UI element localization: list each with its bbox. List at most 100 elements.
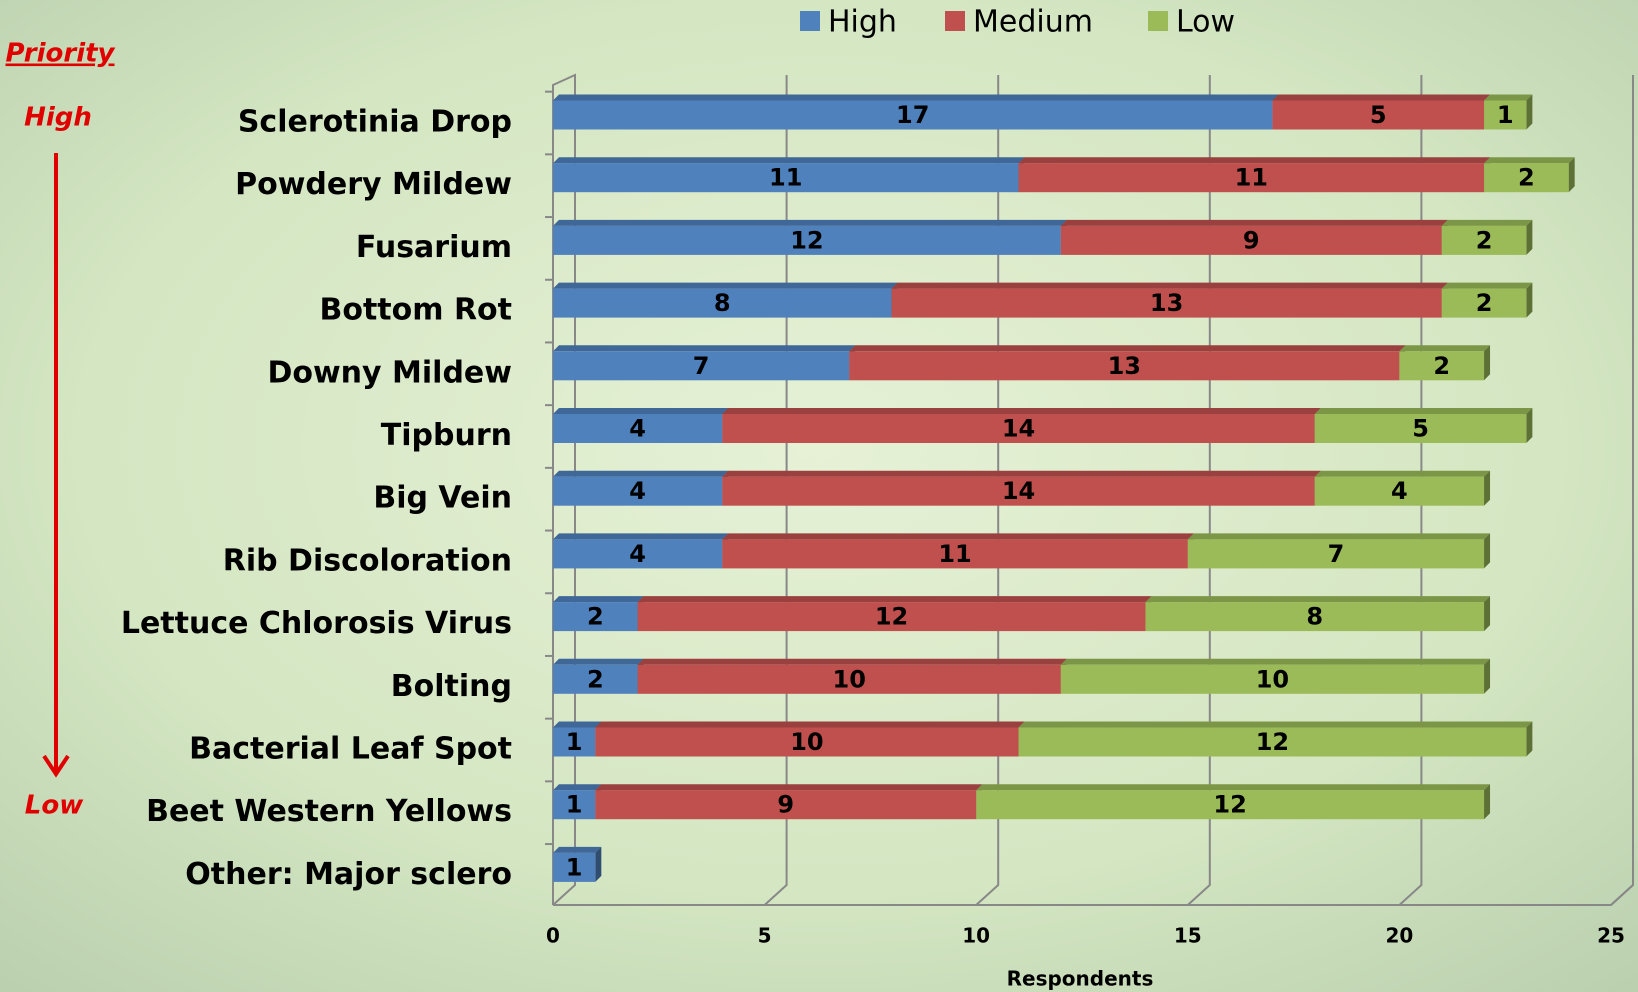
low-label: Low xyxy=(25,791,84,821)
bar-top xyxy=(553,533,728,539)
data-label: 1 xyxy=(566,728,583,756)
y-tick-label: Bacterial Leaf Spot xyxy=(189,732,512,767)
data-label: 5 xyxy=(1370,101,1387,129)
data-label: 12 xyxy=(875,603,908,631)
legend-swatch xyxy=(800,11,820,31)
bar-side xyxy=(595,847,601,882)
bar-top xyxy=(1315,408,1533,414)
x-tick-label: 5 xyxy=(758,924,772,948)
legend-label: Low xyxy=(1176,5,1235,40)
data-label: 17 xyxy=(896,101,929,129)
bar-top xyxy=(1484,95,1532,101)
data-label: 14 xyxy=(1002,477,1035,505)
bar-side xyxy=(1484,345,1490,380)
data-label: 4 xyxy=(629,540,646,568)
bar-side xyxy=(1484,784,1490,819)
x-tick-label: 0 xyxy=(546,924,560,948)
bar-side xyxy=(1484,596,1490,631)
bar-top xyxy=(553,95,1278,101)
bar-top xyxy=(553,659,644,665)
y-tick-label: Other: Major sclero xyxy=(185,857,512,892)
bar-top xyxy=(553,847,601,853)
data-label: 2 xyxy=(1476,226,1493,254)
bar-side xyxy=(1484,533,1490,568)
legend-label: Medium xyxy=(973,5,1093,40)
data-label: 1 xyxy=(566,853,583,881)
bar-top xyxy=(892,283,1448,289)
priority-label: Priority xyxy=(6,39,116,69)
x-tick-label: 25 xyxy=(1597,924,1625,948)
data-label: 10 xyxy=(833,665,866,693)
legend-label: High xyxy=(828,5,897,40)
bar-top xyxy=(722,408,1320,414)
bar-top xyxy=(1442,220,1533,226)
bar-top xyxy=(722,471,1320,477)
bar-top xyxy=(1399,345,1490,351)
bar-top xyxy=(1272,95,1490,101)
y-tick-label: Sclerotinia Drop xyxy=(238,105,512,140)
data-label: 11 xyxy=(769,164,802,192)
y-tick-label: Lettuce Chlorosis Virus xyxy=(121,606,512,641)
bar-top xyxy=(595,722,1024,728)
high-label: High xyxy=(24,103,92,133)
y-tick-label: Rib Discoloration xyxy=(223,543,512,578)
x-tick-label: 15 xyxy=(1174,924,1202,948)
y-tick-label: Bolting xyxy=(391,669,512,704)
data-label: 4 xyxy=(629,477,646,505)
bar-top xyxy=(1061,220,1448,226)
data-label: 12 xyxy=(1256,728,1289,756)
bar-top xyxy=(638,659,1067,665)
data-label: 10 xyxy=(1256,665,1289,693)
bar-top xyxy=(1484,157,1575,163)
data-label: 7 xyxy=(1328,540,1345,568)
y-tick-label: Downy Mildew xyxy=(267,355,512,390)
data-label: 12 xyxy=(790,226,823,254)
bar-side xyxy=(1526,95,1532,130)
bar-side xyxy=(1569,157,1575,192)
data-label: 7 xyxy=(693,352,710,380)
data-label: 14 xyxy=(1002,415,1035,443)
legend-swatch xyxy=(1148,11,1168,31)
data-label: 9 xyxy=(1243,226,1260,254)
bar-top xyxy=(1145,596,1490,602)
bar-top xyxy=(1315,471,1490,477)
bar-top xyxy=(553,722,601,728)
bar-top xyxy=(638,596,1152,602)
y-tick-label: Bottom Rot xyxy=(319,293,512,328)
data-label: 13 xyxy=(1108,352,1141,380)
y-tick-label: Fusarium xyxy=(356,230,512,265)
data-label: 2 xyxy=(1433,352,1450,380)
x-tick-label: 10 xyxy=(962,924,990,948)
bar-side xyxy=(1484,471,1490,506)
data-label: 1 xyxy=(1497,101,1514,129)
legend-swatch xyxy=(945,11,965,31)
data-label: 4 xyxy=(1391,477,1408,505)
bar-top xyxy=(1188,533,1490,539)
bar-top xyxy=(553,471,728,477)
x-axis-title: Respondents xyxy=(1007,967,1154,991)
bar-top xyxy=(553,345,855,351)
data-label: 9 xyxy=(777,791,794,819)
y-tick-label: Tipburn xyxy=(381,418,512,453)
bar-top xyxy=(595,784,982,790)
data-label: 8 xyxy=(714,289,731,317)
bar-top xyxy=(553,220,1067,226)
bar-side xyxy=(1526,722,1532,757)
chart: Priority High Low Respondents 0510152025… xyxy=(0,0,1638,992)
data-label: 2 xyxy=(1518,164,1535,192)
bar-side xyxy=(1526,283,1532,318)
bar-top xyxy=(553,596,644,602)
bar-top xyxy=(976,784,1490,790)
data-label: 13 xyxy=(1150,289,1183,317)
data-label: 2 xyxy=(1476,289,1493,317)
bar-top xyxy=(553,784,601,790)
data-label: 2 xyxy=(587,665,604,693)
data-label: 11 xyxy=(938,540,971,568)
y-tick-label: Beet Western Yellows xyxy=(146,794,512,829)
data-label: 1 xyxy=(566,791,583,819)
data-label: 8 xyxy=(1306,603,1323,631)
bar-side xyxy=(1526,220,1532,255)
data-label: 2 xyxy=(587,603,604,631)
y-tick-label: Powdery Mildew xyxy=(235,167,512,202)
data-label: 12 xyxy=(1213,791,1246,819)
